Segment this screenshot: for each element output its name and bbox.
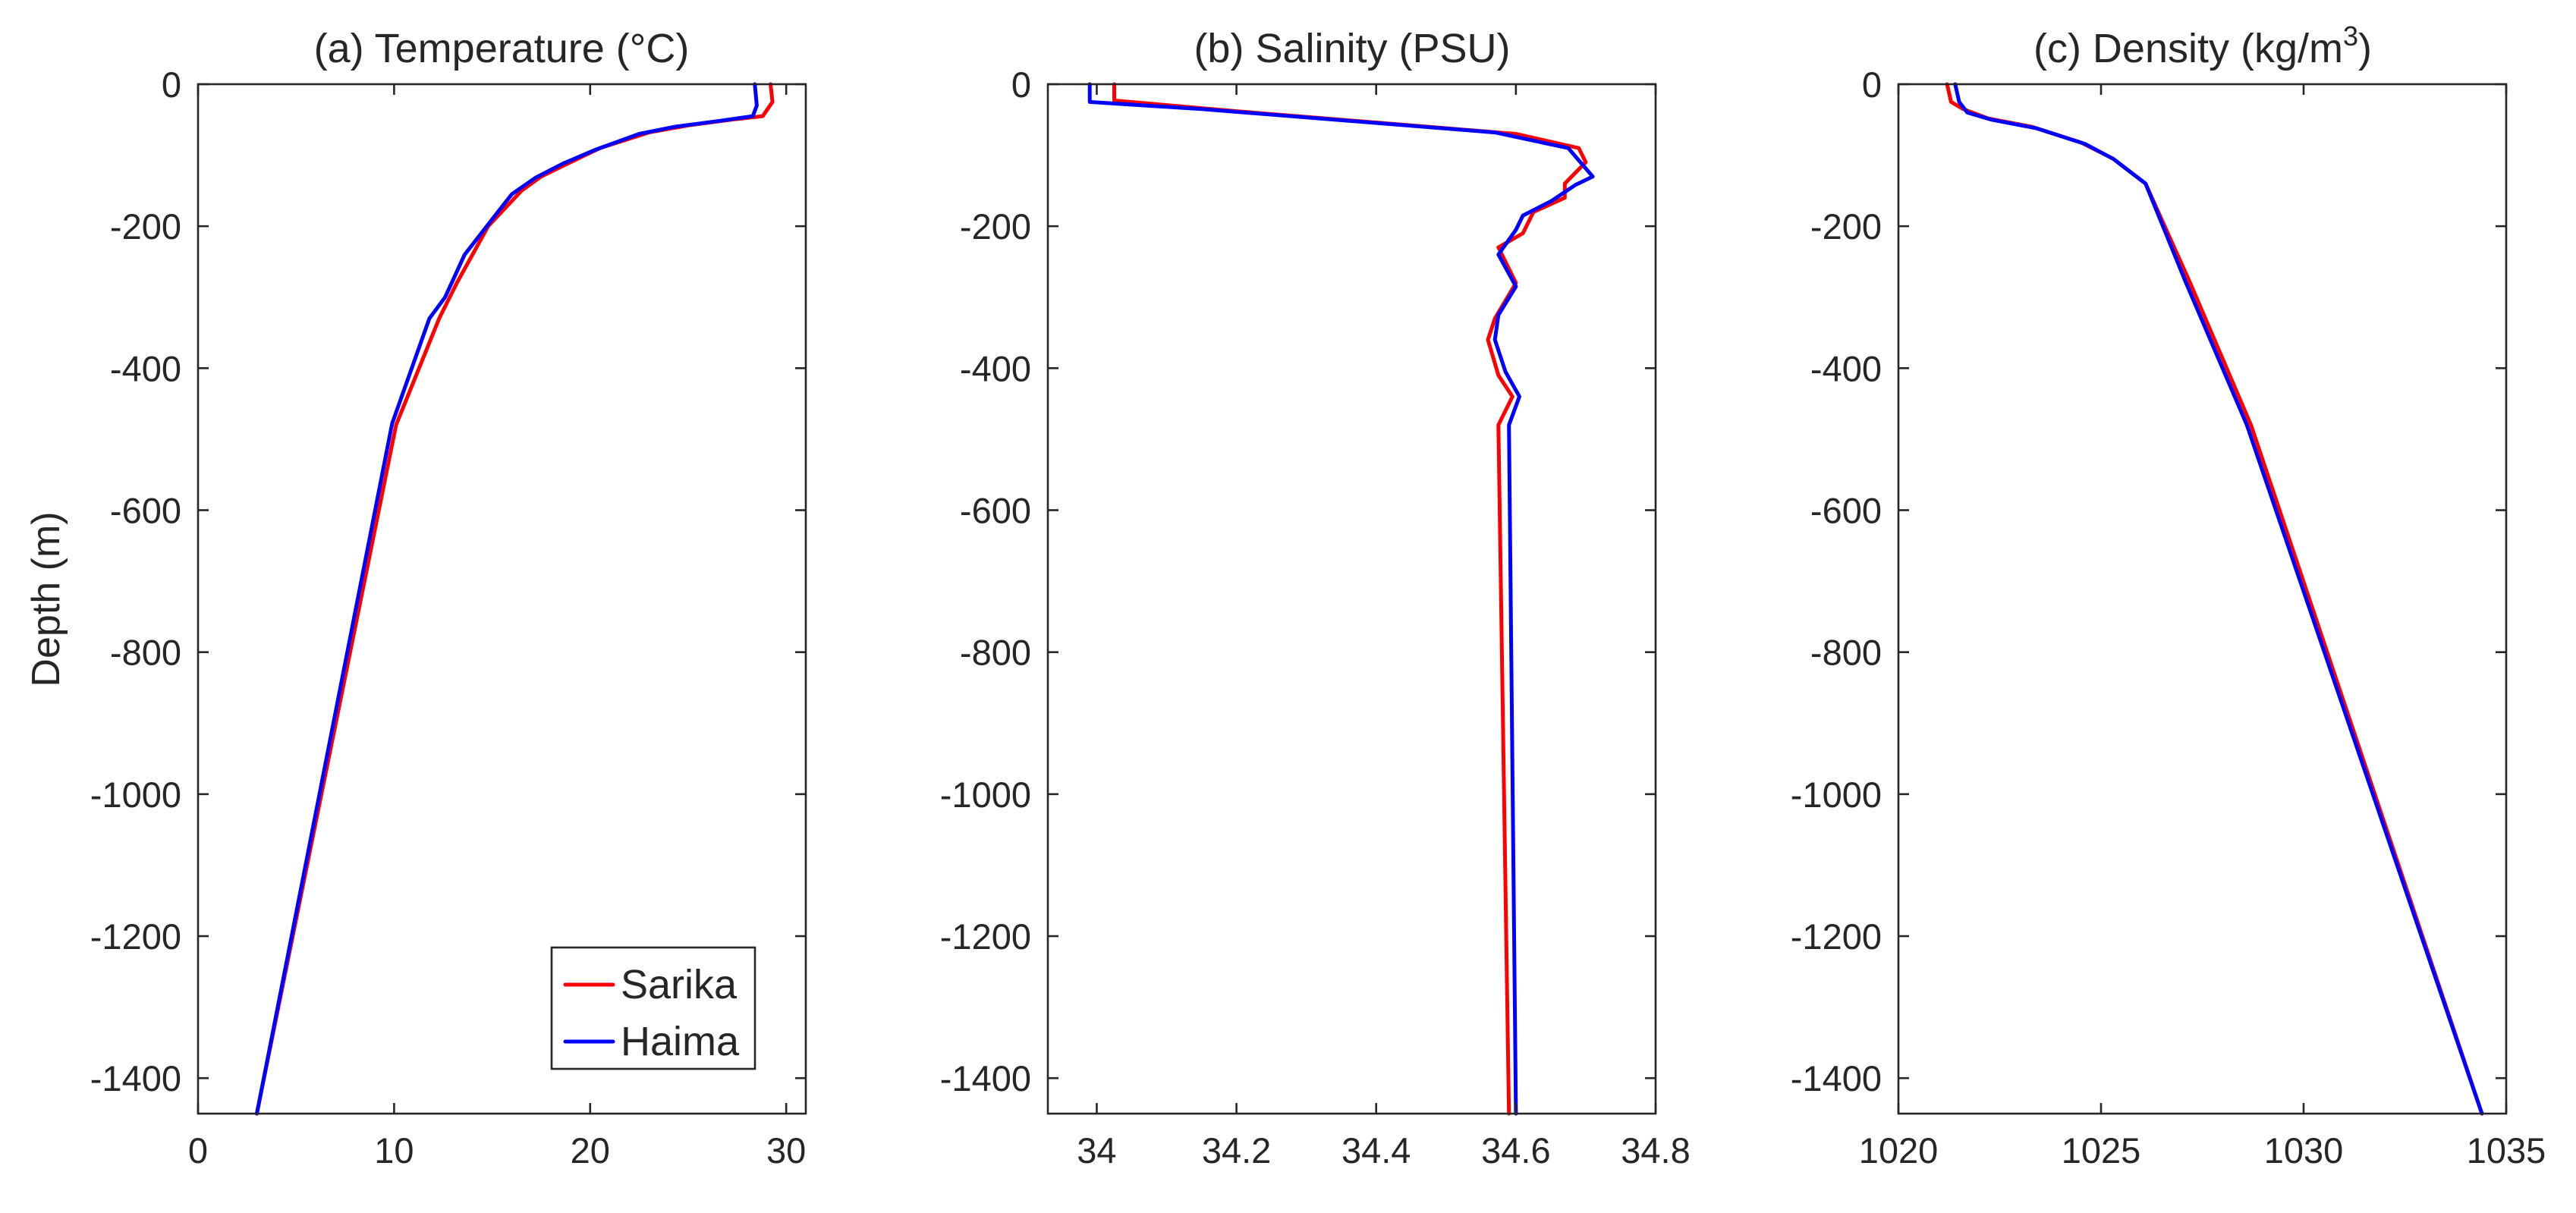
density-axes-box [1897, 83, 2508, 1115]
temperature-ticks: 0 10 20 30 0 -200 -400 -600 -800 -1000 -1200 -1400 [90, 64, 807, 1171]
temperature-ytick-label: -1200 [90, 916, 181, 957]
salinity-xtick-label: 34.4 [1341, 1130, 1411, 1171]
density-xtick-label: 1030 [2264, 1130, 2344, 1171]
density-xtick-label: 1020 [1859, 1130, 1939, 1171]
density-ticks: 1020 1025 1030 1035 0 -200 -400 -600 -800 -1000 -1… [1791, 64, 2546, 1171]
density-ytick-label: -600 [1810, 491, 1882, 531]
salinity-axes-box [1046, 83, 1657, 1115]
legend-box [550, 946, 756, 1070]
density-xtick-label: 1025 [2062, 1130, 2141, 1171]
temperature-panel: (a) Temperature (°C) 0 10 20 30 0 -200 -400 -60… [90, 26, 807, 1171]
density-ytick-label: -400 [1810, 348, 1882, 388]
depth-axis-label: Depth (m) [24, 511, 68, 687]
density-ytick-label: -800 [1810, 633, 1882, 673]
salinity-ytick-label: -400 [960, 348, 1031, 388]
salinity-ticks: 34 34.2 34.4 34.6 34.8 0 -200 -400 -600 -800 -1000… [940, 64, 1691, 1171]
salinity-ytick-label: -1000 [940, 775, 1031, 815]
density-ytick-label: -1000 [1791, 775, 1882, 815]
temperature-xtick-label: 20 [571, 1130, 610, 1171]
salinity-series-layer [1087, 82, 1595, 1116]
salinity-xtick-label: 34 [1077, 1130, 1116, 1171]
temperature-ytick-label: -1000 [90, 775, 181, 815]
salinity-ytick-label: -1400 [940, 1058, 1031, 1098]
temperature-ytick-label: -400 [110, 348, 181, 388]
legend-label-sarika: Sarika [621, 962, 738, 1007]
salinity-ytick-label: 0 [1011, 64, 1031, 105]
density-title-main: (c) Density (kg/m [2033, 26, 2343, 71]
salinity-ytick-label: -1200 [940, 916, 1031, 957]
density-ytick-label: 0 [1862, 64, 1882, 105]
salinity-line-haima [1087, 82, 1595, 1116]
density-xtick-label: 1035 [2467, 1130, 2546, 1171]
salinity-xtick-label: 34.6 [1481, 1130, 1550, 1171]
density-ytick-label: -1400 [1791, 1058, 1882, 1098]
temperature-series-layer [255, 82, 775, 1116]
temperature-ytick-label: -600 [110, 491, 181, 531]
density-series-layer [1945, 82, 2484, 1116]
salinity-xtick-label: 34.2 [1202, 1130, 1271, 1171]
salinity-ytick-label: -200 [960, 206, 1031, 247]
temperature-ytick-label: -200 [110, 206, 181, 247]
temperature-panel-title: (a) Temperature (°C) [314, 26, 690, 71]
salinity-ytick-label: -600 [960, 491, 1031, 531]
density-line-haima [1953, 82, 2484, 1116]
density-title-superscript: 3 [2343, 20, 2358, 52]
temperature-xtick-label: 10 [374, 1130, 414, 1171]
temperature-axes-box [197, 83, 807, 1115]
density-ytick-label: -1200 [1791, 916, 1882, 957]
salinity-panel: (b) Salinity (PSU) 34 34.2 34.4 34.6 34.8 0 -2… [940, 26, 1691, 1171]
salinity-ytick-label: -800 [960, 633, 1031, 673]
density-panel: (c) Density (kg/m3) 1020 1025 1030 1035 0 -20… [1791, 20, 2546, 1171]
salinity-panel-title: (b) Salinity (PSU) [1194, 26, 1510, 71]
temperature-ytick-label: -1400 [90, 1058, 181, 1098]
legend-label-haima: Haima [621, 1019, 740, 1064]
temperature-line-haima [255, 82, 759, 1116]
legend: Sarika Haima [550, 946, 756, 1070]
temperature-ytick-label: -800 [110, 633, 181, 673]
salinity-xtick-label: 34.8 [1621, 1130, 1690, 1171]
density-title-close: ) [2358, 26, 2372, 71]
density-ytick-label: -200 [1810, 206, 1882, 247]
density-panel-title: (c) Density (kg/m3) [2033, 20, 2372, 71]
temperature-xtick-label: 0 [188, 1130, 208, 1171]
temperature-xtick-label: 30 [766, 1130, 806, 1171]
temperature-ytick-label: 0 [162, 64, 181, 105]
